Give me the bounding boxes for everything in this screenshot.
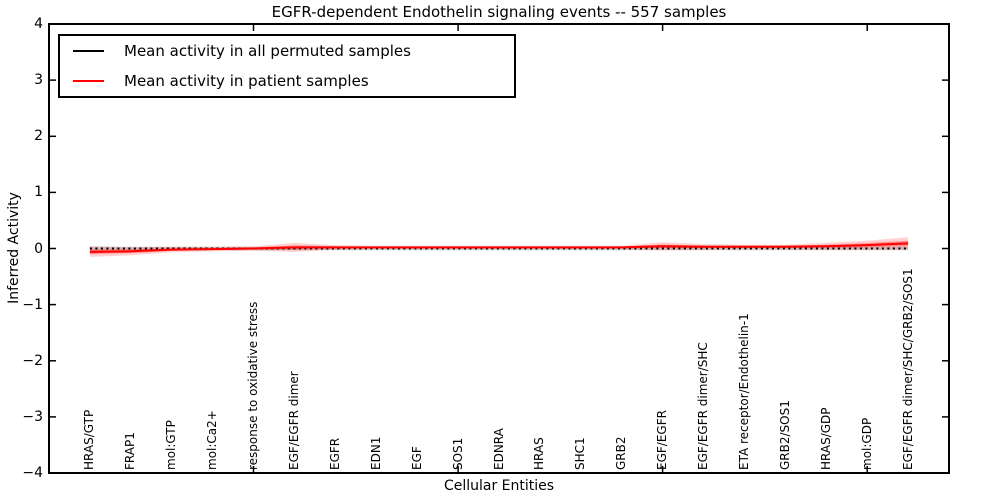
legend-item-permuted: Mean activity in all permuted samples xyxy=(73,37,514,65)
permuted-line-sample-icon xyxy=(73,50,104,53)
x-tick-label: mol:Ca2+ xyxy=(205,410,220,470)
patient-line-sample-icon xyxy=(73,79,104,82)
x-axis-label: Cellular Entities xyxy=(443,478,555,494)
x-tick-label: EGFR xyxy=(327,437,342,470)
x-tick-label: response to oxidative stress xyxy=(246,301,261,470)
y-tick-label: 4 xyxy=(34,16,43,32)
y-tick-label: −3 xyxy=(22,408,43,425)
chart-title: EGFR-dependent Endothelin signaling even… xyxy=(271,3,727,21)
x-tick-label: EGF/EGFR xyxy=(655,410,670,470)
y-tick-label: 0 xyxy=(34,240,43,257)
x-tick-label: SHC1 xyxy=(573,437,588,470)
y-tick-label: −1 xyxy=(22,296,43,313)
legend: Mean activity in all permuted samples Me… xyxy=(58,34,516,98)
x-tick-label: EGF/EGFR dimer/SHC/GRB2/SOS1 xyxy=(900,268,915,470)
x-tick-label: EDNRA xyxy=(491,428,506,470)
y-tick-label: 2 xyxy=(34,128,43,145)
x-tick-label: ETA receptor/Endothelin-1 xyxy=(736,313,751,470)
x-tick-label: mol:GDP xyxy=(859,417,874,470)
x-tick-label: SOS1 xyxy=(450,437,465,470)
x-tick-label: EGF/EGFR dimer/SHC xyxy=(696,342,711,470)
x-tick-label: EDN1 xyxy=(368,436,383,470)
x-tick-label: EGF xyxy=(409,446,424,470)
x-tick-label: mol:GTP xyxy=(164,420,179,470)
x-tick-label: HRAS xyxy=(532,437,547,470)
x-tick-label: HRAS/GDP xyxy=(818,407,833,470)
x-tick-label: FRAP1 xyxy=(123,432,138,470)
legend-label-patient: Mean activity in patient samples xyxy=(124,71,369,90)
y-tick-label: −4 xyxy=(22,465,43,481)
series-line-1 xyxy=(89,242,909,253)
legend-item-patient: Mean activity in patient samples xyxy=(73,67,514,95)
x-tick-label: GRB2/SOS1 xyxy=(777,400,792,470)
y-tick-label: 1 xyxy=(34,184,43,201)
x-tick-label: GRB2 xyxy=(614,436,629,470)
y-tick-label: 3 xyxy=(34,72,43,89)
legend-label-permuted: Mean activity in all permuted samples xyxy=(124,42,411,61)
x-tick-label: HRAS/GTP xyxy=(82,409,97,470)
x-tick-label: EGF/EGFR dimer xyxy=(286,371,301,470)
y-tick-label: −2 xyxy=(22,352,43,369)
